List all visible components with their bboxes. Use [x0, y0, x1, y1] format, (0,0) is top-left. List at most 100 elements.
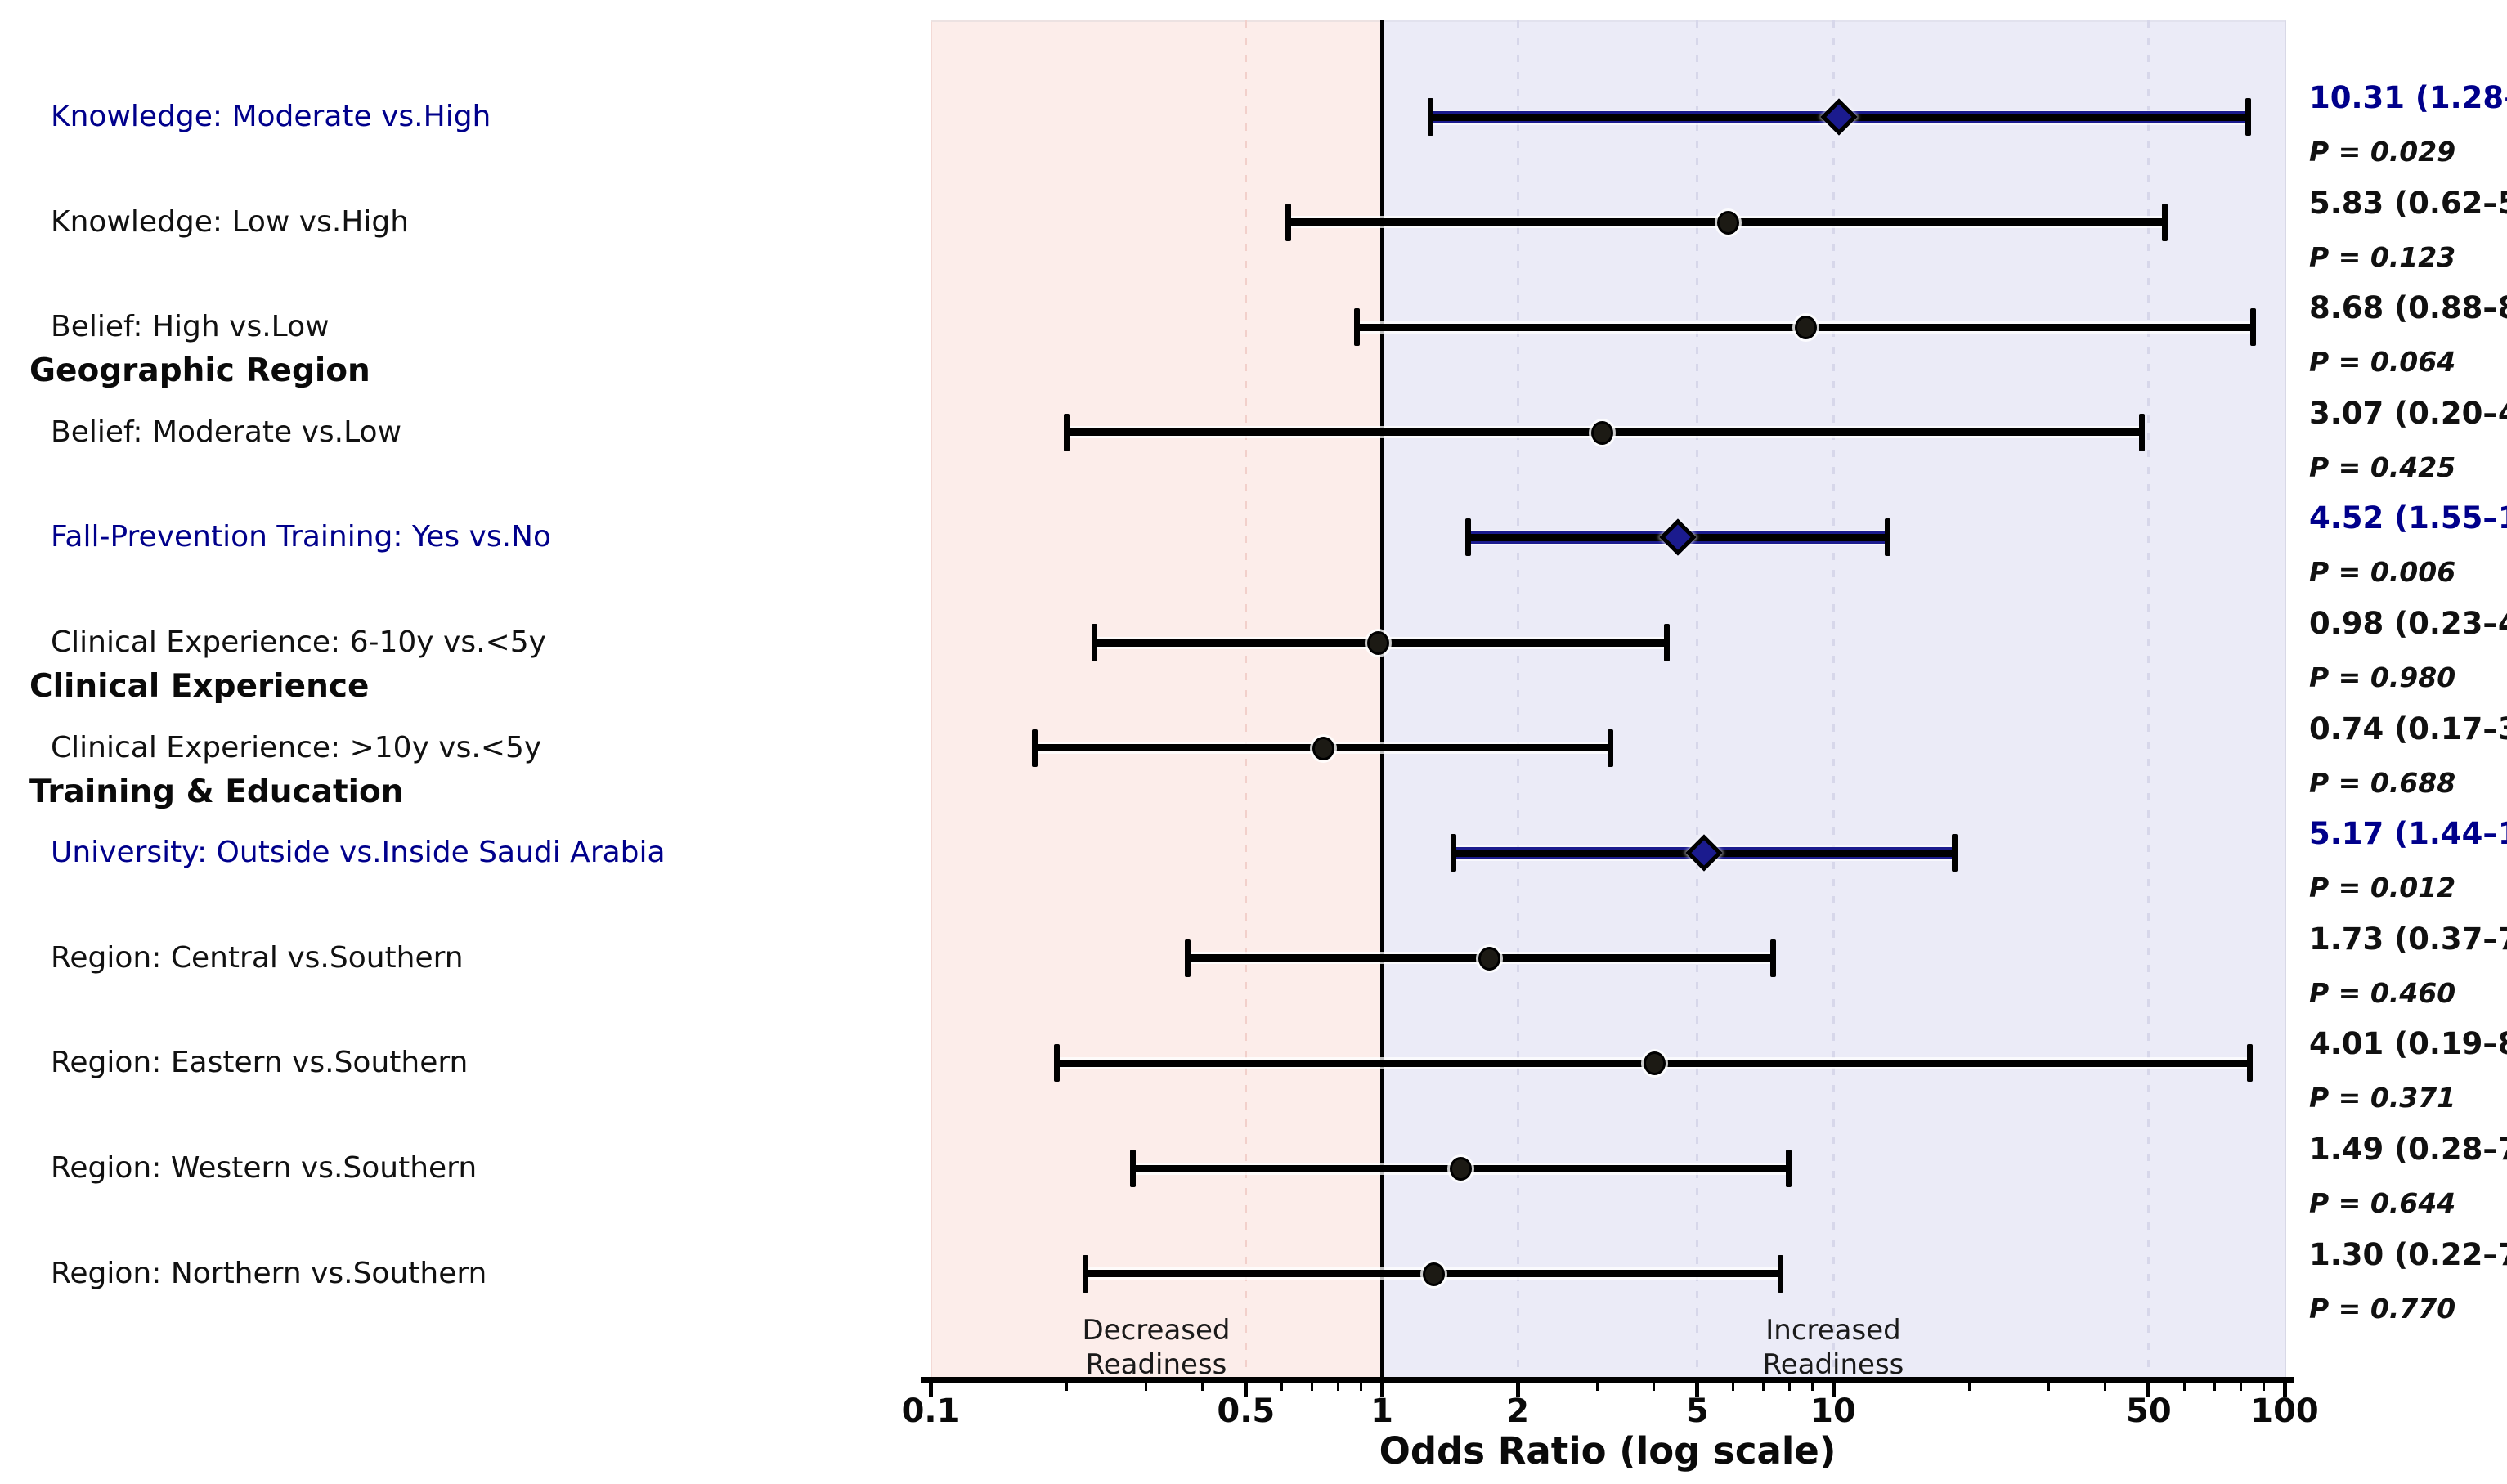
- group-header: Geographic Region: [29, 352, 370, 390]
- row-label: University: Outside vs.Inside Saudi Arab…: [51, 836, 666, 870]
- x-axis-tick-label: 100: [2250, 1392, 2319, 1430]
- gridline-5: [1696, 20, 1699, 1377]
- ci-cap-right: [1607, 729, 1613, 767]
- x-axis-major-tick: [928, 1383, 933, 1397]
- p-value: P = 0.688: [2309, 766, 2456, 799]
- x-axis-tick-label: 0.5: [1217, 1392, 1276, 1430]
- or-value: 3.07 (0.20–48.38): [2309, 395, 2507, 431]
- x-axis-minor-tick: [1652, 1383, 1655, 1391]
- ci-cap-right: [1770, 939, 1777, 977]
- p-value: P = 0.029: [2309, 136, 2456, 168]
- ci-cap-left: [1053, 1044, 1060, 1083]
- zone-decreased-readiness: [931, 20, 1384, 1379]
- gridline-0.5: [1245, 20, 1248, 1377]
- or-value: 1.73 (0.37–7.39): [2309, 921, 2507, 957]
- ci-cap-left: [1428, 98, 1434, 136]
- row-label: Knowledge: Moderate vs.High: [51, 100, 491, 133]
- x-axis-minor-tick: [2263, 1383, 2266, 1391]
- x-axis-minor-tick: [2047, 1383, 2050, 1391]
- x-axis-minor-tick: [1280, 1383, 1284, 1391]
- ci-cap-right: [2138, 413, 2145, 451]
- p-value: P = 0.006: [2309, 556, 2456, 589]
- or-value: 5.17 (1.44–18.64): [2309, 816, 2507, 852]
- x-axis-tick-label: 50: [2125, 1392, 2172, 1430]
- x-axis-minor-tick: [1967, 1383, 1971, 1391]
- ci-cap-right: [1778, 1254, 1784, 1293]
- p-value: P = 0.425: [2309, 451, 2456, 483]
- p-value: P = 0.770: [2309, 1292, 2456, 1325]
- x-axis-minor-tick: [2240, 1383, 2242, 1391]
- zone-caption-increased: Increased Readiness: [1762, 1314, 1904, 1381]
- ci-cap-left: [1064, 413, 1070, 451]
- x-axis-tick-label: 2: [1506, 1392, 1530, 1430]
- x-axis-major-tick: [1244, 1383, 1249, 1397]
- ci-cap-left: [1354, 308, 1361, 347]
- gridline-10: [1832, 20, 1835, 1377]
- x-axis-tick-label: 10: [1810, 1392, 1856, 1430]
- or-value: 4.52 (1.55–13.21): [2309, 500, 2507, 536]
- ci-cap-right: [1785, 1150, 1792, 1187]
- x-axis-minor-tick: [2213, 1383, 2216, 1391]
- x-axis-minor-tick: [1761, 1383, 1765, 1391]
- x-axis-major-tick: [2282, 1383, 2287, 1397]
- x-axis-tick-label: 1: [1370, 1392, 1393, 1430]
- ci-cap-right: [2161, 203, 2168, 241]
- x-axis-title: Odds Ratio (log scale): [1379, 1429, 1837, 1473]
- ci-cap-left: [1129, 1150, 1136, 1187]
- p-value: P = 0.371: [2309, 1082, 2456, 1114]
- or-value: 1.30 (0.22–7.67): [2309, 1236, 2507, 1272]
- marker-circle: [1449, 1157, 1472, 1181]
- x-axis-minor-tick: [1595, 1383, 1599, 1391]
- marker-circle: [1367, 631, 1390, 655]
- x-axis-minor-tick: [1360, 1383, 1363, 1391]
- or-value: 8.68 (0.88–85.23): [2309, 290, 2507, 326]
- x-axis-minor-tick: [1065, 1383, 1068, 1391]
- group-header: Training & Education: [29, 773, 404, 810]
- x-axis-tick-label: 0.1: [901, 1392, 960, 1430]
- x-axis-major-tick: [1695, 1383, 1700, 1397]
- marker-circle: [1590, 420, 1613, 445]
- gridline-50: [2147, 20, 2150, 1377]
- reference-line-or1: [1380, 20, 1384, 1377]
- row-label: Region: Eastern vs.Southern: [51, 1046, 469, 1080]
- group-header: Clinical Experience: [29, 668, 370, 705]
- marker-circle: [1478, 946, 1501, 971]
- marker-circle: [1643, 1051, 1666, 1076]
- x-axis-minor-tick: [1337, 1383, 1339, 1391]
- marker-circle: [1716, 210, 1739, 235]
- row-label: Belief: Moderate vs.Low: [51, 415, 402, 449]
- p-value: P = 0.460: [2309, 976, 2456, 1009]
- p-value: P = 0.980: [2309, 661, 2456, 693]
- ci-cap-right: [2249, 308, 2256, 347]
- ci-cap-right: [1884, 518, 1890, 557]
- x-axis-major-tick: [1515, 1383, 1520, 1397]
- or-value: 0.74 (0.17–3.21): [2309, 711, 2507, 746]
- or-value: 4.01 (0.19–83.87): [2309, 1026, 2507, 1062]
- row-label: Region: Central vs.Southern: [51, 940, 464, 975]
- p-value: P = 0.064: [2309, 346, 2456, 379]
- ci-cap-left: [1091, 624, 1097, 661]
- marker-circle: [1312, 736, 1334, 760]
- x-axis-line: [921, 1377, 2294, 1383]
- p-value: P = 0.012: [2309, 872, 2456, 904]
- ci-cap-left: [1465, 518, 1472, 557]
- p-value: P = 0.644: [2309, 1187, 2456, 1219]
- or-value: 5.83 (0.62–54.38): [2309, 185, 2507, 221]
- or-value: 1.49 (0.28–7.97): [2309, 1132, 2507, 1167]
- x-axis-minor-tick: [2183, 1383, 2186, 1391]
- row-label: Region: Western vs.Southern: [51, 1151, 478, 1185]
- marker-circle: [1422, 1262, 1445, 1286]
- or-value: 0.98 (0.23–4.28): [2309, 606, 2507, 641]
- x-axis-minor-tick: [1144, 1383, 1147, 1391]
- x-axis-tick-label: 5: [1685, 1392, 1709, 1430]
- ci-cap-right: [2246, 1044, 2253, 1083]
- row-label: Belief: High vs.Low: [51, 310, 330, 344]
- ci-cap-left: [1184, 939, 1191, 977]
- x-axis-minor-tick: [2103, 1383, 2106, 1391]
- row-label: Clinical Experience: 6-10y vs.<5y: [51, 625, 546, 659]
- ci-cap-left: [1451, 834, 1457, 872]
- ci-cap-right: [1952, 834, 1958, 872]
- x-axis-major-tick: [1379, 1383, 1384, 1397]
- x-axis-major-tick: [1831, 1383, 1836, 1397]
